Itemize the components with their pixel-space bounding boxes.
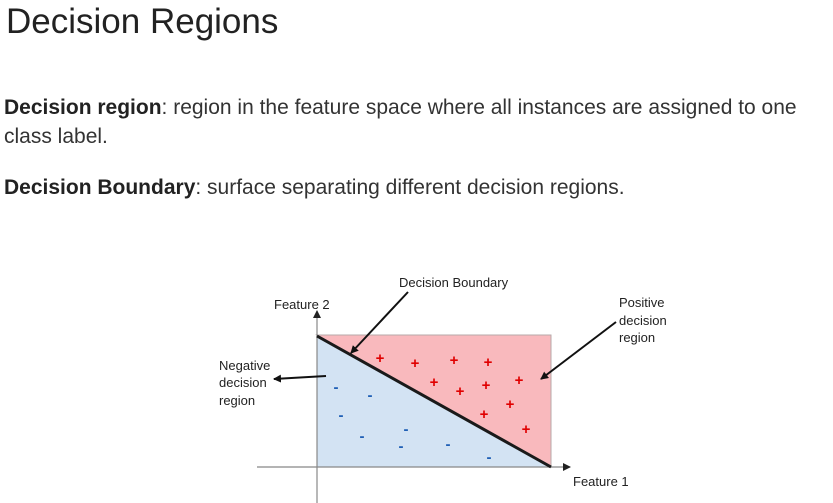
page-title: Decision Regions xyxy=(6,2,279,41)
definition-term: Decision region xyxy=(4,96,162,119)
plus-marker: + xyxy=(484,354,493,371)
minus-marker: - xyxy=(368,387,373,404)
positive-label-line1: Positive xyxy=(619,295,665,310)
definition-text: : surface separating different decision … xyxy=(195,176,625,199)
definition-text: : region in the feature space where all … xyxy=(4,96,797,148)
y-axis-label: Feature 2 xyxy=(274,297,330,312)
plus-marker: + xyxy=(450,352,459,369)
minus-marker: - xyxy=(339,407,344,424)
plus-marker: + xyxy=(522,421,531,438)
plus-marker: + xyxy=(376,350,385,367)
negative-label-line1: Negative xyxy=(219,358,270,373)
negative-markers: - - - - - - - - xyxy=(334,379,492,466)
positive-label-line2: decision xyxy=(619,313,667,328)
negative-label-line2: decision xyxy=(219,375,267,390)
positive-callout-arrow xyxy=(540,321,617,380)
minus-marker: - xyxy=(360,428,365,445)
minus-marker: - xyxy=(487,449,492,466)
plus-marker: + xyxy=(515,372,524,389)
boundary-label: Decision Boundary xyxy=(399,275,509,290)
positive-markers: + + + + + + + + + + + xyxy=(376,350,531,438)
boundary-callout-arrow xyxy=(350,291,409,354)
plus-marker: + xyxy=(482,377,491,394)
minus-marker: - xyxy=(446,436,451,453)
plus-marker: + xyxy=(506,396,515,413)
positive-label-line3: region xyxy=(619,330,655,345)
plus-marker: + xyxy=(411,355,420,372)
plus-marker: + xyxy=(456,383,465,400)
plus-marker: + xyxy=(480,406,489,423)
minus-marker: - xyxy=(399,438,404,455)
minus-marker: - xyxy=(334,379,339,396)
x-axis-label: Feature 1 xyxy=(573,474,629,489)
decision-boundary-line xyxy=(316,334,552,469)
minus-marker: - xyxy=(404,421,409,438)
definition-decision-region: Decision region: region in the feature s… xyxy=(4,93,829,151)
negative-label-line3: region xyxy=(219,393,255,408)
definition-term: Decision Boundary xyxy=(4,176,196,199)
plus-marker: + xyxy=(430,374,439,391)
definition-decision-boundary: Decision Boundary: surface separating di… xyxy=(4,173,829,202)
negative-callout-arrow xyxy=(273,374,327,383)
